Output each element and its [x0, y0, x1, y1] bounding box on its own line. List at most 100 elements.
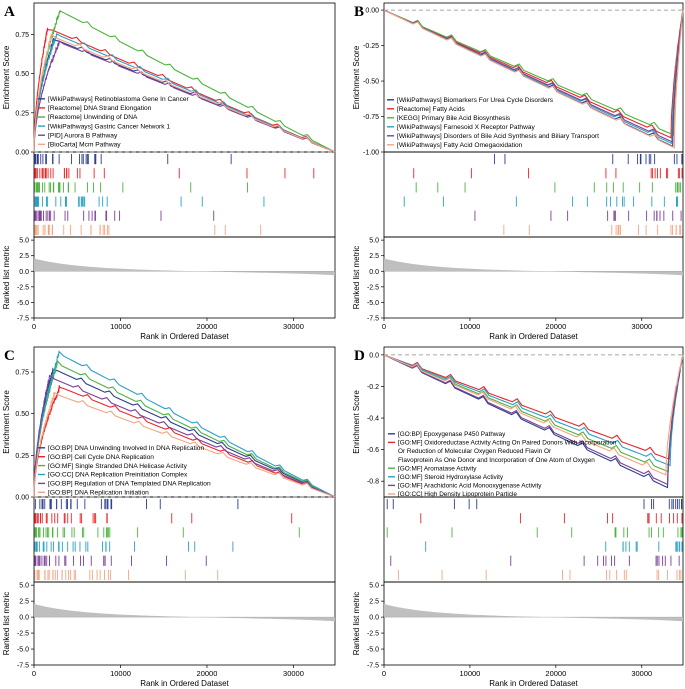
es-y-tick-label: 0.50 — [15, 71, 29, 78]
legend-entry: [GO:BP] Epoxygenase P450 Pathway — [398, 431, 506, 438]
ranked-metric-area — [34, 604, 335, 622]
hit-row-6 — [34, 224, 262, 235]
hit-row-2 — [34, 513, 293, 524]
legend-entry: [WikiPathways] Fatty Acid Omegaoxidation — [397, 142, 523, 149]
hit-row-4 — [425, 541, 683, 552]
es-y-tick-label: 0.25 — [15, 110, 29, 117]
metric-y-axis-label: Ranked list metric — [2, 592, 11, 656]
ranked-metric-area — [34, 258, 335, 276]
es-curve-5 — [383, 354, 684, 486]
legend-entry: [GO:CC] DNA Replication Preinitiation Co… — [48, 472, 188, 479]
hit-row-3 — [386, 527, 683, 538]
es-y-tick-label: -0.75 — [363, 114, 379, 121]
ranked-metric-area — [384, 258, 683, 276]
x-tick-label: 10000 — [110, 322, 131, 331]
x-axis-label: Rank in Ordered Dataset — [489, 679, 578, 688]
legend: [GO:BP] Epoxygenase P450 Pathway [GO:MF] … — [388, 431, 617, 498]
hit-row-6 — [503, 224, 682, 235]
metric-y-tick-label: 0.0 — [369, 269, 379, 276]
legend: [GO:BP] DNA Unwinding Involved In DNA Re… — [38, 445, 211, 497]
legend-entry: [GO:BP] Cell Cycle DNA Replication — [48, 454, 154, 461]
hit-row-5 — [34, 210, 215, 221]
es-y-axis-label: Enrichment Score — [352, 45, 361, 109]
hit-row-5 — [474, 210, 682, 221]
metric-y-tick-label: -7.5 — [367, 316, 379, 323]
es-curve-2 — [33, 385, 336, 498]
es-y-tick-label: -0.2 — [367, 384, 379, 391]
metric-y-tick-label: -7.5 — [367, 663, 379, 670]
metric-y-axis-label: Ranked list metric — [352, 246, 361, 310]
hit-row-4 — [34, 196, 265, 207]
panel-letter: C — [4, 348, 15, 364]
metric-y-tick-label: -5.0 — [17, 300, 29, 307]
x-tick-label: 0 — [32, 322, 36, 331]
es-y-axis-label: Enrichment Score — [2, 390, 11, 454]
x-tick-label: 30000 — [631, 669, 652, 678]
es-y-tick-label: 0.75 — [15, 32, 29, 39]
metric-y-tick-label: 2.5 — [369, 253, 379, 260]
metric-y-tick-label: 5.0 — [369, 238, 379, 245]
hit-row-1 — [34, 154, 232, 165]
legend: [WikiPathways] Retinoblastoma Gene In Ca… — [38, 96, 190, 149]
es-y-tick-label: 0.25 — [15, 453, 29, 460]
metric-plot-frame — [383, 581, 684, 666]
legend-entry: [WikiPathways] Retinoblastoma Gene In Ca… — [48, 96, 190, 103]
es-y-tick-label: -0.50 — [363, 79, 379, 86]
metric-plot-frame — [383, 236, 684, 319]
legend-entry: [GO:MF] Oxidoreductase Activity Acting O… — [398, 440, 617, 447]
legend-entry: [GO:BP] DNA Replication Initiation — [48, 490, 149, 497]
metric-y-tick-label: 5.0 — [19, 238, 29, 245]
es-curve-6 — [33, 391, 336, 498]
x-tick-label: 0 — [382, 669, 386, 678]
x-tick-label: 0 — [382, 322, 386, 331]
panel-letter: D — [354, 348, 365, 364]
x-tick-label: 20000 — [545, 322, 566, 331]
es-y-tick-label: 0.50 — [15, 411, 29, 418]
hit-row-6 — [397, 569, 682, 580]
es-curve-2 — [33, 27, 336, 153]
legend: [WikiPathways] Biomarkers For Urea Cycle… — [387, 97, 599, 149]
legend-entry: [GO:MF] Single Stranded DNA Helicase Act… — [48, 463, 188, 470]
metric-y-tick-label: 0.0 — [19, 615, 29, 622]
legend-entry: [WikiPathways] Disorders of Bile Acid Sy… — [397, 133, 599, 140]
legend-entry: [Reactome] Fatty Acids — [397, 106, 465, 113]
es-y-tick-label: 0.00 — [15, 150, 29, 157]
es-y-axis-label: Enrichment Score — [2, 45, 11, 109]
es-y-axis-label: Enrichment Score — [352, 390, 361, 454]
es-y-tick-label: 0.00 — [15, 495, 29, 502]
es-curve-5 — [33, 40, 336, 153]
legend-entry: [GO:MF] Aromatase Activity — [398, 465, 477, 472]
hit-row-3 — [34, 527, 300, 538]
legend-entry: Flavoprotein As One Donor and Incorporat… — [398, 457, 595, 464]
hits-plot-frame — [383, 496, 684, 583]
metric-y-tick-label: 2.5 — [19, 253, 29, 260]
metric-y-tick-label: 0.0 — [19, 269, 29, 276]
metric-plot-frame — [33, 236, 336, 319]
x-tick-label: 30000 — [283, 322, 304, 331]
hit-row-5 — [34, 555, 207, 566]
x-tick-label: 10000 — [459, 322, 480, 331]
hit-row-4 — [403, 196, 679, 207]
hit-row-1 — [493, 154, 683, 165]
metric-y-tick-label: -5.0 — [367, 300, 379, 307]
legend-entry: [PID] Aurora B Pathway — [48, 132, 118, 139]
x-tick-label: 20000 — [197, 322, 218, 331]
hits-plot-frame — [33, 496, 336, 583]
hit-row-1 — [386, 499, 683, 510]
hit-row-4 — [34, 541, 234, 552]
metric-y-tick-label: -2.5 — [17, 631, 29, 638]
legend-entry: [GO:MF] Arachidonic Acid Monooxygenase A… — [398, 483, 542, 490]
panel-d: D 0.0 -0.2 -0.4 -0.6 -0.8 Enrichment Score 5.0 2… — [352, 346, 684, 688]
es-y-tick-label: -0.25 — [363, 43, 379, 50]
metric-y-tick-label: -7.5 — [17, 663, 29, 670]
metric-y-tick-label: 2.5 — [19, 599, 29, 606]
hit-row-2 — [34, 168, 315, 179]
es-curve-4 — [33, 350, 336, 498]
hit-row-5 — [390, 555, 680, 566]
metric-y-tick-label: 5.0 — [19, 583, 29, 590]
metric-y-tick-label: -5.0 — [367, 647, 379, 654]
hit-row-2 — [420, 513, 683, 524]
x-tick-label: 20000 — [197, 669, 218, 678]
